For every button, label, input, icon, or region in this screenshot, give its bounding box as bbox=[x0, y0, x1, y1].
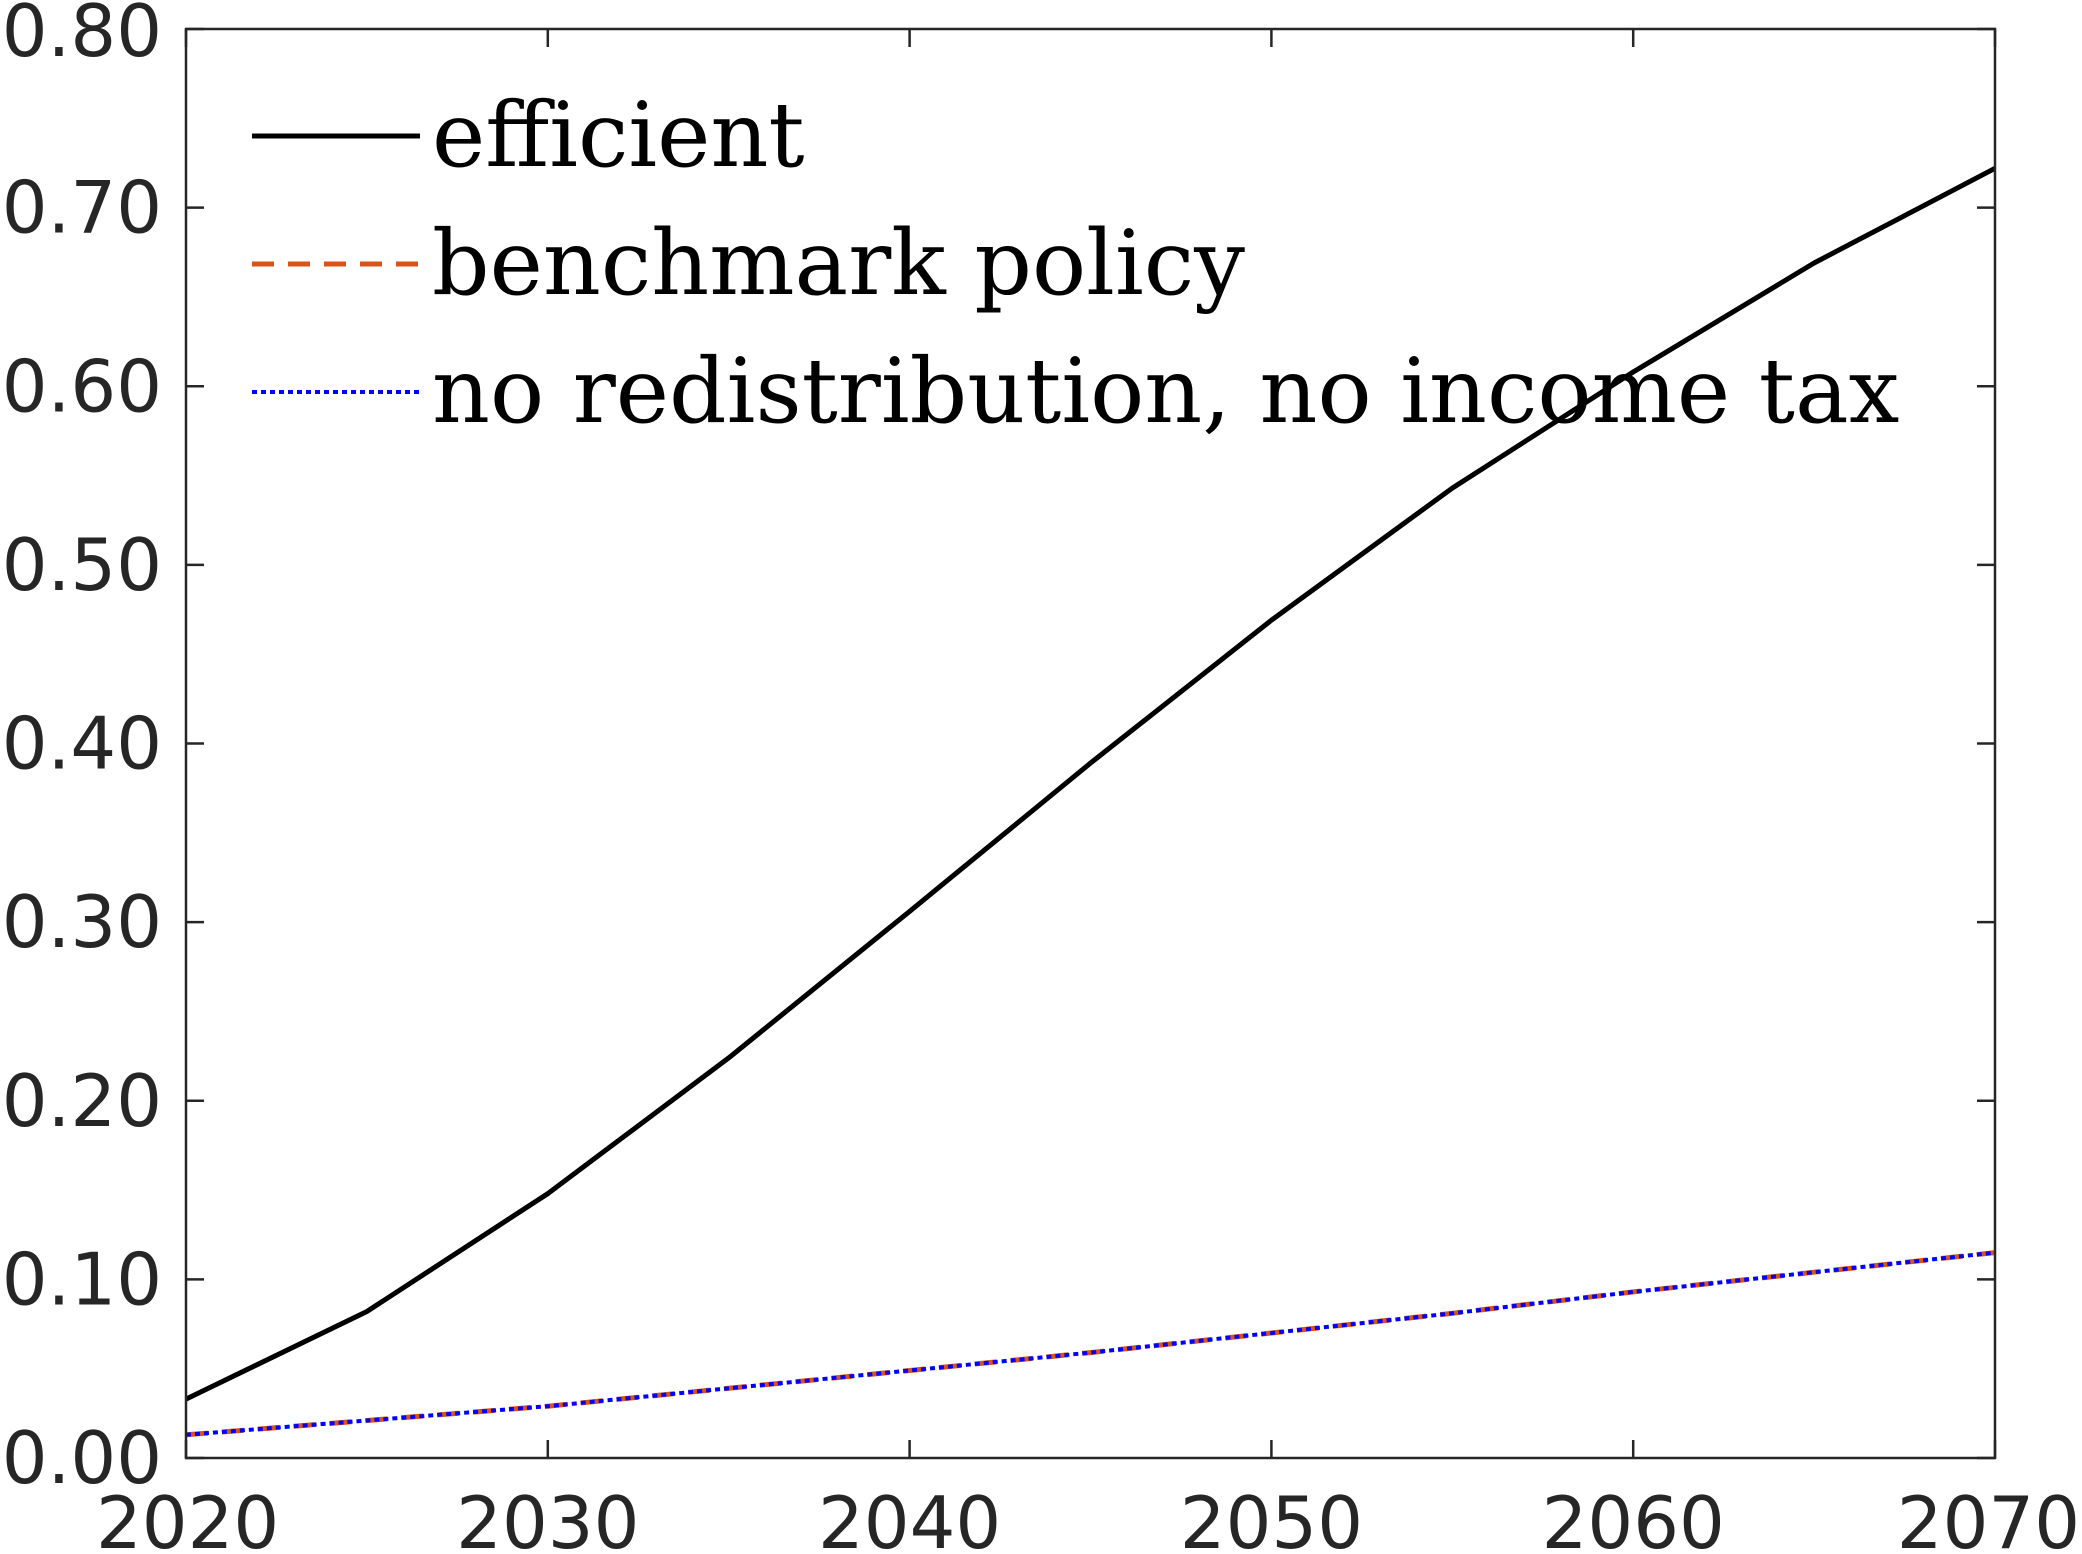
y-tick-label: 0.00 bbox=[2, 1416, 162, 1500]
y-tick-label: 0.20 bbox=[2, 1059, 162, 1143]
legend-label-0: efficient bbox=[432, 83, 805, 188]
y-tick-label: 0.10 bbox=[2, 1237, 162, 1321]
y-tick-label: 0.70 bbox=[2, 166, 162, 250]
y-tick-label: 0.80 bbox=[2, 0, 162, 73]
x-tick-label: 2060 bbox=[1542, 1481, 1725, 1554]
x-tick-label: 2050 bbox=[1180, 1481, 1363, 1554]
legend: efficient benchmark policy no redistributi… bbox=[252, 83, 1899, 444]
legend-label-1: benchmark policy bbox=[432, 211, 1245, 316]
series-line-2 bbox=[185, 1250, 1996, 1437]
x-tick-label: 2030 bbox=[456, 1481, 639, 1554]
series-lines bbox=[184, 166, 1997, 1438]
y-tick-label: 0.40 bbox=[2, 702, 162, 786]
x-tick-label: 2070 bbox=[1897, 1481, 2080, 1554]
y-tick-label: 0.50 bbox=[2, 523, 162, 607]
y-tick-label: 0.30 bbox=[2, 880, 162, 964]
legend-label-2: no redistribution, no income tax bbox=[432, 339, 1899, 444]
series-line-0 bbox=[184, 166, 1997, 1402]
x-tick-label: 2040 bbox=[818, 1481, 1001, 1554]
x-tick-label: 2020 bbox=[96, 1481, 279, 1554]
y-tick-label: 0.60 bbox=[2, 344, 162, 428]
